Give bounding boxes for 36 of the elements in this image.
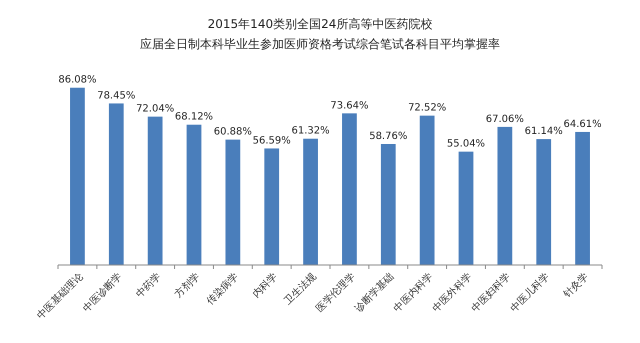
data-label: 61.14% (524, 126, 563, 138)
data-label: 78.45% (97, 90, 136, 102)
data-label: 72.04% (136, 104, 174, 115)
data-label: 68.12% (174, 112, 214, 123)
data-label: 67.06% (486, 114, 524, 125)
chart-title: 2015年140类别全国24所高等中医药院校 (208, 17, 432, 31)
x-tick-label: 传染病学 (204, 270, 241, 308)
data-label: 58.76% (369, 130, 408, 142)
x-tick-label: 中医儿科学 (508, 270, 552, 314)
bar (303, 138, 318, 265)
bar (108, 103, 124, 265)
data-label: 86.08% (58, 74, 96, 86)
bar (225, 140, 240, 265)
data-label: 56.59% (252, 135, 291, 146)
data-label: 60.88% (214, 126, 252, 138)
data-label: 55.04% (446, 138, 486, 150)
bar (148, 116, 163, 265)
bar (70, 88, 85, 265)
x-tick-label: 中药学 (134, 270, 164, 300)
data-label: 72.52% (408, 102, 446, 114)
bar (380, 144, 396, 265)
data-label: 61.32% (292, 126, 330, 137)
bar (575, 132, 590, 265)
bar (536, 139, 552, 265)
chart-subtitle: 应届全日制本科毕业生参加医师资格考试综合笔试各科目平均掌握率 (140, 37, 500, 51)
data-label: 73.64% (330, 100, 368, 112)
bar (264, 148, 280, 265)
x-tick-label: 针灸学 (560, 270, 591, 301)
x-tick-label: 方剂学 (172, 270, 202, 300)
bar (342, 113, 357, 265)
x-tick-label: 内科学 (250, 270, 280, 300)
data-label: 64.61% (564, 118, 602, 130)
bar (458, 152, 474, 265)
bar (186, 124, 202, 265)
bar (497, 126, 512, 265)
bar (420, 116, 435, 265)
